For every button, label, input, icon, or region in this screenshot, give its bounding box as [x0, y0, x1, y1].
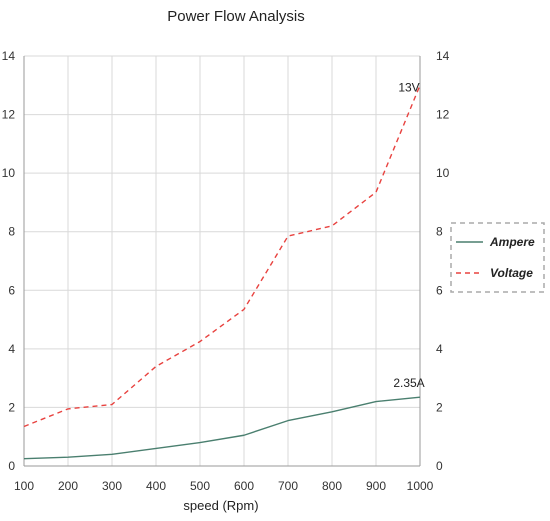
point-ampere-4: [199, 441, 202, 444]
series-line-voltage: [23, 85, 421, 428]
x-tick-label-0: 100: [14, 479, 34, 493]
x-tick-label-1: 200: [58, 479, 78, 493]
point-voltage-8: [375, 191, 378, 194]
y-tick-label-left-1: 2: [8, 400, 15, 414]
y-tick-label-right-7: 14: [436, 49, 450, 63]
point-ampere-3: [155, 447, 158, 450]
point-ampere-1: [67, 456, 70, 459]
y-tick-label-left-6: 12: [2, 108, 16, 122]
point-voltage-6: [287, 235, 290, 238]
y-tick-label-right-1: 2: [436, 400, 443, 414]
y-tick-label-right-0: 0: [436, 459, 443, 473]
annotations: 13V 2.35A: [393, 80, 424, 390]
x-tick-label-4: 500: [190, 479, 210, 493]
y-tick-label-left-3: 6: [8, 283, 15, 297]
point-ampere-8: [375, 400, 378, 403]
x-tick-label-7: 800: [322, 479, 342, 493]
y-tick-label-left-5: 10: [2, 166, 16, 180]
y-tick-label-left-2: 4: [8, 342, 15, 356]
y-tick-label-right-4: 8: [436, 225, 443, 239]
x-tick-label-9: 1000: [407, 479, 434, 493]
x-tick-label-8: 900: [366, 479, 386, 493]
x-tick-label-3: 400: [146, 479, 166, 493]
legend: Ampere Voltage: [450, 222, 545, 293]
point-ampere-5: [243, 434, 246, 437]
point-ampere-6: [287, 419, 290, 422]
point-ampere-2: [111, 453, 114, 456]
legend-box: [450, 222, 545, 293]
legend-label-voltage: Voltage: [490, 266, 533, 280]
point-voltage-2: [111, 403, 114, 406]
point-voltage-0: [23, 425, 26, 428]
legend-label-ampere: Ampere: [489, 235, 535, 249]
point-voltage-5: [243, 308, 246, 311]
x-axis-label: speed (Rpm): [183, 498, 258, 513]
point-ampere-9: [419, 396, 422, 399]
y-tick-label-left-7: 14: [2, 49, 16, 63]
annotation-ampere: 2.35A: [393, 376, 424, 390]
point-ampere-0: [23, 457, 26, 460]
x-tick-label-6: 700: [278, 479, 298, 493]
x-tick-label-5: 600: [234, 479, 254, 493]
point-voltage-1: [67, 407, 70, 410]
series-lines: [23, 85, 422, 460]
point-ampere-7: [331, 410, 334, 413]
point-voltage-4: [199, 340, 202, 343]
point-voltage-3: [155, 365, 158, 368]
tick-labels: 100 200 300 400 500 600 700 800 900 1000024681012…: [2, 49, 450, 493]
y-tick-label-left-4: 8: [8, 225, 15, 239]
y-tick-label-right-2: 4: [436, 342, 443, 356]
x-tick-label-2: 300: [102, 479, 122, 493]
series-line-ampere: [23, 396, 421, 460]
y-tick-label-left-0: 0: [8, 459, 15, 473]
y-tick-label-right-6: 12: [436, 108, 450, 122]
y-tick-label-right-5: 10: [436, 166, 450, 180]
annotation-voltage: 13V: [398, 80, 419, 94]
y-tick-label-right-3: 6: [436, 283, 443, 297]
point-voltage-7: [331, 224, 334, 227]
chart-title: Power Flow Analysis: [167, 8, 305, 25]
